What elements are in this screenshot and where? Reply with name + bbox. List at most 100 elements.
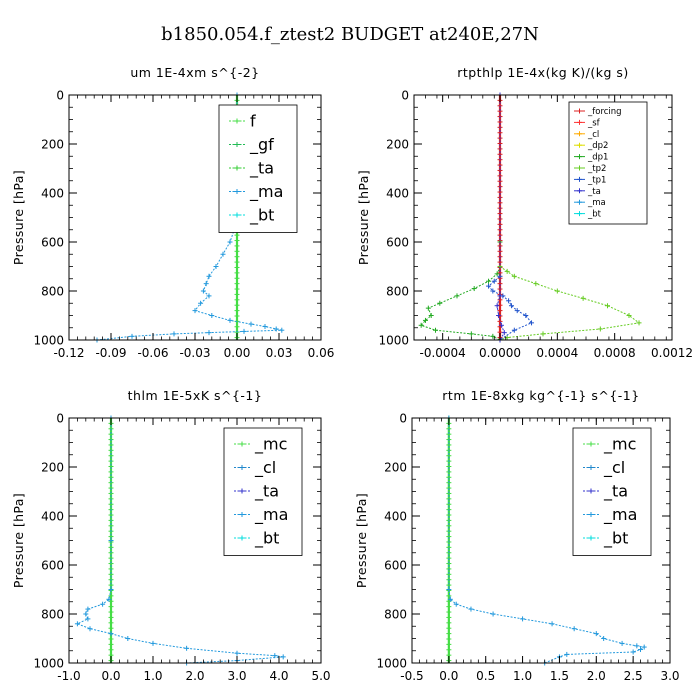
x-tick-label: 2.0 (587, 669, 606, 683)
x-tick-label: -0.5 (400, 669, 423, 683)
y-axis-label: Pressure [hPa] (11, 493, 26, 588)
legend-label: _mc (254, 435, 287, 455)
legend-label: _bt (254, 529, 279, 549)
x-tick-label: 0.0008 (594, 346, 636, 360)
x-tick-label: 0.0 (439, 669, 458, 683)
legend-label: _ma (254, 505, 288, 525)
y-tick-label: 0 (56, 89, 64, 103)
legend-box (218, 104, 298, 233)
series-_tp1 (486, 92, 535, 343)
chart-panel-2: rtpthlp 1E-4x(kg K)/(kg s) Pressure [hPa]… (356, 65, 693, 360)
x-tick-label: 1.0 (143, 669, 162, 683)
x-tick-label: 0.0004 (536, 346, 578, 360)
x-tick-label: 0.06 (308, 346, 335, 360)
legend-box (223, 427, 303, 556)
panel-title: thlm 1E-5xK s^{-1} (128, 388, 263, 403)
x-tick-label: 0.5 (476, 669, 495, 683)
chart-panel-3: thlm 1E-5xK s^{-1} Pressure [hPa] -1.0 0.0 1… (11, 388, 331, 683)
y-tick-label: 1000 (33, 334, 64, 348)
panel-title: um 1E-4xm s^{-2} (130, 65, 259, 80)
y-tick-label: 0 (56, 412, 64, 426)
x-tick-label: -0.12 (53, 346, 84, 360)
y-axis-label: Pressure [hPa] (356, 170, 371, 265)
x-tick-label: 5.0 (311, 669, 330, 683)
series-_dp1 (418, 92, 503, 343)
y-tick-label: 400 (384, 510, 407, 524)
legend-label: _sf (587, 118, 601, 128)
legend-label: _bt (587, 210, 602, 220)
series-line (487, 95, 533, 341)
panel-title: rtpthlp 1E-4x(kg K)/(kg s) (457, 65, 629, 80)
legend-label: _gf (249, 135, 274, 155)
legend-label: _dp2 (587, 141, 608, 151)
x-tick-label: 1.5 (550, 669, 569, 683)
y-tick-label: 600 (384, 559, 407, 573)
legend: _mc _cl _ta _ma _bt (572, 427, 652, 556)
y-tick-label: 800 (41, 285, 64, 299)
legend-label: _cl (587, 130, 599, 140)
x-tick-label: 2.0 (185, 669, 204, 683)
legend-box (572, 427, 652, 556)
legend-label: _forcing (587, 107, 622, 117)
figure-title: b1850.054.f_ztest2 BUDGET at240E,27N (161, 24, 539, 45)
y-axis-label: Pressure [hPa] (11, 170, 26, 265)
legend-label: _ta (603, 482, 628, 502)
series-_bt (446, 415, 647, 666)
y-axis-label: Pressure [hPa] (354, 493, 369, 588)
y-tick-label: 400 (386, 187, 409, 201)
x-tick-label: 0.03 (266, 346, 293, 360)
legend-label: _dp1 (587, 153, 608, 163)
y-tick-label: 200 (41, 138, 64, 152)
y-tick-label: 800 (384, 608, 407, 622)
y-tick-label: 800 (386, 285, 409, 299)
legend-label: _tp1 (587, 175, 606, 185)
y-tick-label: 600 (41, 559, 64, 573)
series-_tp2 (497, 92, 642, 343)
legend: _forcing_sf _cl_dp2 _dp1_tp2_tp1 _ta_ma _bt (568, 101, 648, 225)
legend-label: f (250, 112, 256, 131)
series-line (499, 95, 641, 341)
y-tick-label: 1000 (378, 334, 409, 348)
x-tick-label: 0.0 (101, 669, 120, 683)
x-tick-label: -0.09 (95, 346, 126, 360)
chart-panels: um 1E-4xm s^{-2} Pressure [hPa] -0.12 -0.09… (11, 65, 693, 683)
y-tick-label: 200 (41, 461, 64, 475)
legend-label: _ma (603, 505, 637, 525)
y-tick-label: 1000 (33, 657, 64, 671)
x-tick-label: 0.00 (224, 346, 251, 360)
series-_ta (494, 92, 507, 343)
x-tick-label: 0.0012 (651, 346, 693, 360)
x-tick-label: -0.06 (137, 346, 168, 360)
legend-label: _cl (603, 458, 625, 478)
y-tick-label: 600 (41, 236, 64, 250)
y-tick-label: 800 (41, 608, 64, 622)
x-tick-label: 1.0 (513, 669, 532, 683)
x-tick-label: 3.0 (227, 669, 246, 683)
chart-panel-4: rtm 1E-8xkg kg^{-1} s^{-1} Pressure [hPa]… (354, 388, 680, 683)
y-tick-label: 600 (386, 236, 409, 250)
legend-label: _ta (587, 187, 601, 197)
legend-label: _ma (587, 198, 606, 208)
x-tick-label: 0.0000 (479, 346, 521, 360)
y-tick-label: 200 (384, 461, 407, 475)
legend-label: _ta (249, 159, 274, 179)
y-tick-label: 0 (401, 89, 409, 103)
x-tick-label: 3.0 (660, 669, 679, 683)
legend-label: _tp2 (587, 164, 606, 174)
chart-panel-1: um 1E-4xm s^{-2} Pressure [hPa] -0.12 -0.09… (11, 65, 334, 360)
x-tick-label: 2.5 (624, 669, 643, 683)
y-tick-label: 400 (41, 187, 64, 201)
legend-label: _cl (254, 458, 276, 478)
x-tick-label: -0.03 (179, 346, 210, 360)
legend-label: _bt (603, 529, 628, 549)
y-tick-label: 1000 (376, 657, 407, 671)
legend-label: _bt (249, 206, 274, 226)
y-tick-label: 0 (399, 412, 407, 426)
x-tick-label: -1.0 (57, 669, 80, 683)
series-_mc (446, 415, 452, 664)
panel-title: rtm 1E-8xkg kg^{-1} s^{-1} (442, 388, 639, 403)
series-line (420, 95, 501, 341)
x-tick-label: 4.0 (269, 669, 288, 683)
y-tick-label: 200 (386, 138, 409, 152)
